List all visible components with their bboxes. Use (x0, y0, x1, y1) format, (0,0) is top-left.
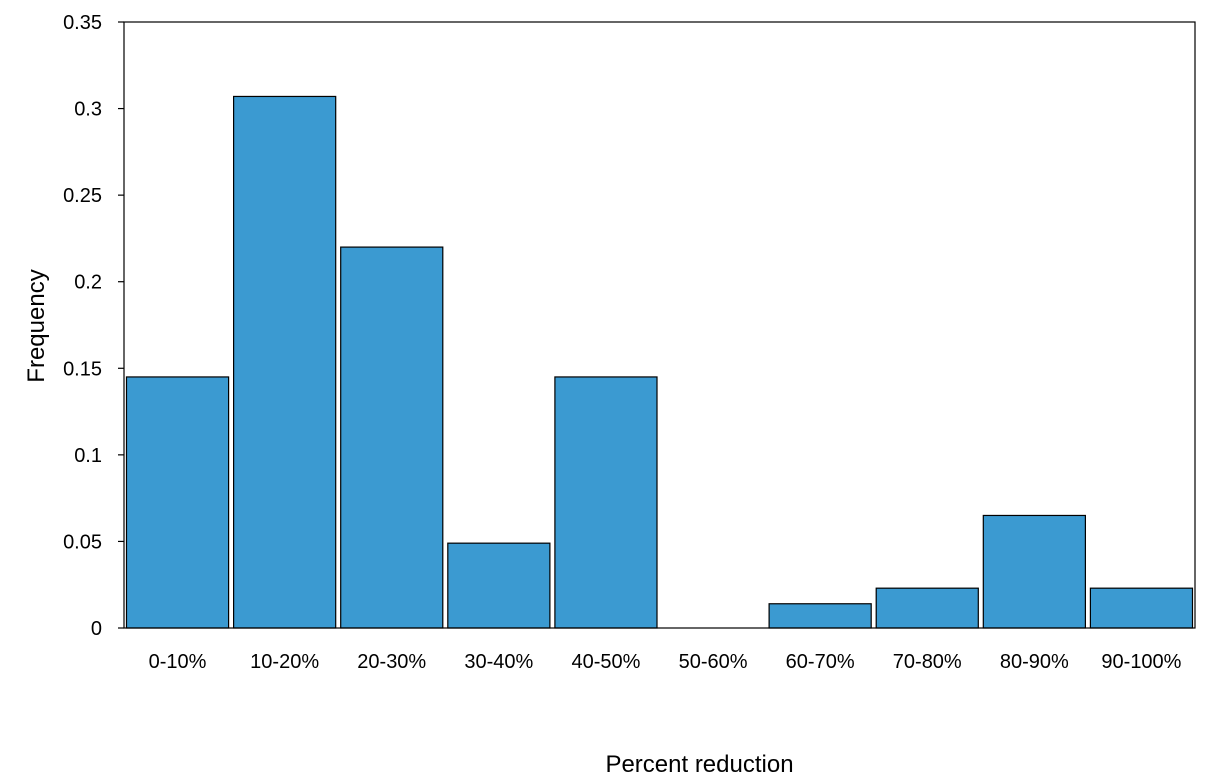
bar-70-80% (875, 587, 979, 629)
x-axis-title: Percent reduction (605, 751, 793, 778)
bars-group (125, 95, 1194, 629)
y-tick-label: 0.15 (63, 358, 102, 380)
plot-frame (123, 21, 1196, 629)
y-tick-label: 0.25 (63, 185, 102, 207)
y-tick-label: 0.3 (74, 99, 102, 121)
x-tick-label: 70-80% (893, 651, 962, 673)
x-tick-label: 40-50% (571, 651, 640, 673)
x-tick-label: 60-70% (786, 651, 855, 673)
bar-10-20% (233, 95, 337, 629)
bar-20-30% (340, 246, 444, 629)
y-tick-label: 0.05 (63, 531, 102, 553)
y-axis-title: Frequency (23, 269, 50, 382)
x-tick-label: 80-90% (1000, 651, 1069, 673)
y-tick-label: 0.35 (63, 12, 102, 34)
bar-90-100% (1089, 587, 1194, 629)
bar-0-10% (125, 376, 230, 629)
y-tick-label: 0 (91, 618, 102, 640)
y-tick-label: 0.2 (74, 272, 102, 294)
bar-30-40% (447, 542, 551, 629)
y-axis-ticks: 0 0.05 0.1 0.15 0.2 0.25 0.3 0.35 (63, 12, 124, 640)
x-tick-label: 10-20% (250, 651, 319, 673)
bar-40-50% (554, 376, 658, 629)
x-tick-label: 50-60% (679, 651, 748, 673)
x-tick-label: 0-10% (149, 651, 207, 673)
y-tick-label: 0.1 (74, 445, 102, 467)
x-tick-label: 30-40% (464, 651, 533, 673)
x-tick-label: 20-30% (357, 651, 426, 673)
x-axis-ticks: 0-10% 10-20% 20-30% 30-40% 40-50% 50-60% 60-70… (149, 651, 1182, 673)
bar-80-90% (982, 514, 1086, 629)
bar-60-70% (768, 603, 872, 629)
x-tick-label: 90-100% (1101, 651, 1181, 673)
